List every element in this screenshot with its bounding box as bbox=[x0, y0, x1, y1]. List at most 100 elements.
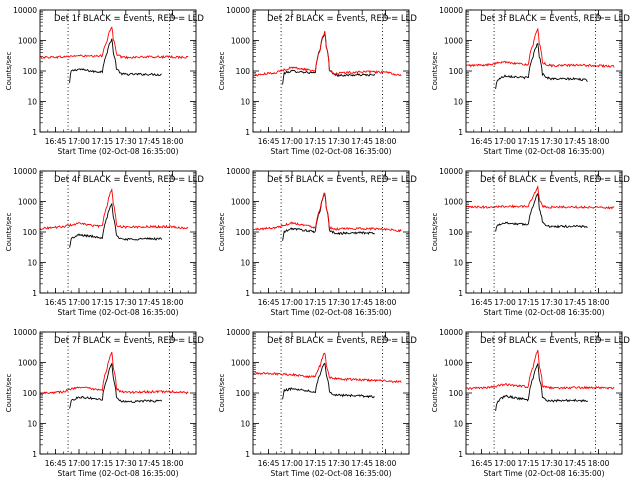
y-tick-label: 1000 bbox=[231, 37, 250, 46]
y-tick-label: 1000 bbox=[444, 198, 463, 207]
y-tick-label: 1000 bbox=[18, 37, 37, 46]
y-tick-label: 1000 bbox=[444, 359, 463, 368]
x-tick-label: 17:15 bbox=[305, 137, 327, 146]
series-line-events bbox=[495, 192, 588, 232]
x-tick-label: 18:00 bbox=[162, 459, 184, 468]
series-line-events bbox=[495, 362, 588, 411]
x-tick-label: 17:45 bbox=[138, 459, 160, 468]
x-axis-label: Start Time (02-Oct-08 16:35:00) bbox=[57, 469, 178, 478]
x-tick-label: 17:15 bbox=[92, 298, 114, 307]
x-tick-label: 17:15 bbox=[518, 298, 540, 307]
chart-title: Det 8f BLACK = Events, RED = LLD bbox=[267, 336, 417, 346]
x-tick-label: 17:45 bbox=[351, 459, 373, 468]
plot-frame bbox=[252, 9, 410, 133]
y-tick-label: 100 bbox=[23, 228, 38, 237]
chart-title: Det 1f BLACK = Events, RED = LLD bbox=[54, 14, 204, 24]
legend-mark bbox=[384, 13, 391, 19]
y-tick-label: 10000 bbox=[439, 167, 463, 176]
y-axis-label: Counts/sec bbox=[218, 213, 226, 252]
x-axis-label: Start Time (02-Oct-08 16:35:00) bbox=[270, 308, 391, 317]
x-tick-label: 17:00 bbox=[68, 298, 90, 307]
y-tick-label: 10 bbox=[453, 420, 463, 429]
x-tick-label: 18:00 bbox=[588, 459, 610, 468]
series-line-events bbox=[69, 202, 163, 248]
y-tick-label: 10 bbox=[240, 259, 250, 268]
y-tick-label: 10000 bbox=[226, 167, 250, 176]
series-line-events bbox=[282, 362, 375, 400]
y-tick-label: 10 bbox=[453, 259, 463, 268]
y-tick-label: 1 bbox=[32, 450, 37, 459]
y-tick-label: 10 bbox=[240, 420, 250, 429]
series-line-lld bbox=[252, 30, 402, 77]
y-tick-label: 1 bbox=[32, 289, 37, 298]
x-tick-label: 18:00 bbox=[375, 298, 397, 307]
y-axis-label: Counts/sec bbox=[218, 374, 226, 413]
y-tick-label: 10 bbox=[27, 259, 37, 268]
legend-mark bbox=[597, 174, 604, 180]
x-axis-label: Start Time (02-Oct-08 16:35:00) bbox=[483, 147, 604, 156]
y-tick-label: 10 bbox=[240, 98, 250, 107]
y-axis-label: Counts/sec bbox=[5, 213, 13, 252]
x-axis-label: Start Time (02-Oct-08 16:35:00) bbox=[270, 469, 391, 478]
y-tick-label: 1 bbox=[458, 128, 463, 137]
panel-det-6: Det 6f BLACK = Events, RED = LLD 1 10 100 10… bbox=[431, 167, 630, 317]
chart-title: Det 4f BLACK = Events, RED = LLD bbox=[54, 175, 204, 185]
x-tick-label: 17:45 bbox=[138, 137, 160, 146]
x-tick-label: 17:00 bbox=[494, 137, 516, 146]
x-tick-label: 17:45 bbox=[564, 298, 586, 307]
x-axis-label: Start Time (02-Oct-08 16:35:00) bbox=[57, 308, 178, 317]
series-line-lld bbox=[39, 351, 189, 395]
x-tick-label: 17:30 bbox=[541, 137, 563, 146]
panel-det-5: Det 5f BLACK = Events, RED = LLD 1 10 100 10… bbox=[218, 167, 417, 317]
y-tick-label: 100 bbox=[236, 389, 251, 398]
x-tick-label: 18:00 bbox=[375, 459, 397, 468]
series-line-lld bbox=[39, 187, 189, 230]
y-tick-label: 100 bbox=[236, 67, 251, 76]
x-tick-label: 17:15 bbox=[92, 137, 114, 146]
y-tick-label: 100 bbox=[449, 228, 464, 237]
y-axis-label: Counts/sec bbox=[431, 213, 439, 252]
x-tick-label: 17:30 bbox=[115, 298, 137, 307]
y-tick-label: 10000 bbox=[226, 328, 250, 337]
y-tick-label: 1 bbox=[32, 128, 37, 137]
x-tick-label: 17:00 bbox=[281, 459, 303, 468]
x-tick-label: 16:45 bbox=[471, 137, 493, 146]
x-tick-label: 17:00 bbox=[281, 298, 303, 307]
y-tick-label: 100 bbox=[23, 389, 38, 398]
x-tick-label: 18:00 bbox=[588, 298, 610, 307]
x-tick-label: 16:45 bbox=[471, 459, 493, 468]
y-tick-label: 10 bbox=[27, 98, 37, 107]
series-line-lld bbox=[465, 27, 615, 68]
y-tick-label: 1000 bbox=[231, 198, 250, 207]
y-axis-label: Counts/sec bbox=[5, 374, 13, 413]
series-line-lld bbox=[465, 185, 615, 210]
x-tick-label: 17:45 bbox=[564, 137, 586, 146]
x-tick-label: 17:00 bbox=[281, 137, 303, 146]
panel-det-9: Det 9f BLACK = Events, RED = LLD 1 10 100 10… bbox=[431, 328, 630, 478]
x-axis-label: Start Time (02-Oct-08 16:35:00) bbox=[483, 308, 604, 317]
plot-frame bbox=[252, 170, 410, 294]
x-tick-label: 17:15 bbox=[518, 459, 540, 468]
x-tick-label: 18:00 bbox=[375, 137, 397, 146]
x-tick-label: 17:45 bbox=[351, 137, 373, 146]
x-tick-label: 16:45 bbox=[471, 298, 493, 307]
x-tick-label: 17:45 bbox=[564, 459, 586, 468]
x-tick-label: 16:45 bbox=[258, 298, 280, 307]
chart-title: Det 2f BLACK = Events, RED = LLD bbox=[267, 14, 417, 24]
x-tick-label: 16:45 bbox=[45, 298, 67, 307]
plot-frame bbox=[465, 9, 623, 133]
y-tick-label: 10000 bbox=[13, 167, 37, 176]
x-tick-label: 17:30 bbox=[541, 459, 563, 468]
y-tick-label: 10000 bbox=[13, 328, 37, 337]
y-tick-label: 1 bbox=[458, 450, 463, 459]
chart-title: Det 5f BLACK = Events, RED = LLD bbox=[267, 175, 417, 185]
x-tick-label: 16:45 bbox=[258, 459, 280, 468]
legend-mark bbox=[171, 174, 178, 180]
x-tick-label: 17:00 bbox=[68, 137, 90, 146]
x-tick-label: 17:15 bbox=[305, 298, 327, 307]
y-tick-label: 100 bbox=[236, 228, 251, 237]
y-axis-label: Counts/sec bbox=[218, 52, 226, 91]
series-line-events bbox=[69, 38, 162, 83]
series-line-lld bbox=[465, 349, 615, 391]
